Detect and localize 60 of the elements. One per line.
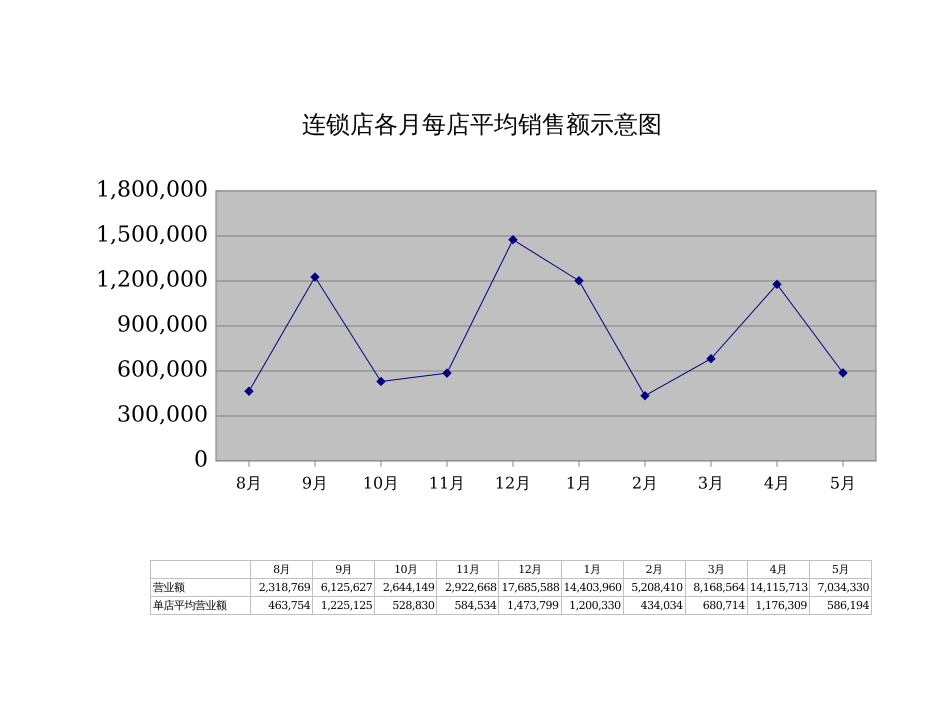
text: 营业额 — [150, 578, 251, 596]
y-tick-label: 1,800,000 — [96, 178, 208, 203]
text: 434,034 — [623, 596, 686, 614]
text: 5,208,410 — [623, 578, 686, 596]
x-tick-label: 1月 — [566, 474, 592, 493]
text: 1,473,799 — [498, 596, 562, 614]
point — [640, 391, 650, 400]
y-tick-label: 1,200,000 — [96, 268, 208, 293]
text: 584,534 — [436, 596, 499, 614]
y-tick-label: 1,500,000 — [96, 222, 208, 248]
text: 528,830 — [374, 596, 437, 614]
point — [706, 354, 716, 364]
category-label: 2月 — [646, 563, 663, 576]
point — [244, 386, 254, 396]
category-label: 3月 — [708, 563, 725, 576]
point — [508, 235, 518, 244]
category-label: 11月 — [456, 563, 480, 576]
y-tick-label: 0 — [194, 448, 208, 473]
y-tick-label: 600,000 — [116, 358, 208, 383]
x-tick-label: 2月 — [632, 474, 658, 493]
text: 2,922,668 — [436, 578, 499, 596]
category-label: 9月 — [335, 563, 352, 576]
point — [442, 368, 452, 378]
point — [310, 272, 320, 282]
text: 7,034,330 — [809, 578, 872, 596]
category-label: 4月 — [770, 563, 787, 576]
text: 1,200,330 — [561, 596, 624, 614]
point — [772, 280, 782, 289]
text: 680,714 — [685, 596, 748, 614]
text: 463,754 — [250, 596, 313, 614]
text: 17,685,588 — [498, 578, 562, 596]
x-tick-label: 10月 — [362, 474, 400, 493]
text: 1,225,125 — [312, 596, 375, 614]
x-tick-label: 9月 — [302, 474, 328, 493]
y-tick-label: 300,000 — [116, 402, 208, 428]
text: 2,644,149 — [374, 578, 437, 596]
x-tick-label: 11月 — [428, 474, 466, 493]
text: 14,403,960 — [561, 578, 624, 596]
x-tick-label: 12月 — [494, 474, 532, 493]
text: 6,125,627 — [312, 578, 375, 596]
x-tick-label: 4月 — [764, 474, 790, 493]
text: 1,176,309 — [747, 596, 810, 614]
text: 8,168,564 — [685, 578, 748, 596]
chart-title: 连锁店各月每店平均销售额示意图 — [302, 110, 662, 139]
x-tick-label: 5月 — [830, 474, 856, 493]
category-label: 12月 — [518, 563, 542, 576]
point — [376, 376, 386, 386]
x-tick-label: 8月 — [236, 474, 262, 493]
x-tick-label: 3月 — [698, 474, 724, 493]
point — [574, 276, 584, 286]
category-label: 1月 — [584, 563, 601, 576]
category-label: 8月 — [273, 563, 290, 576]
text: 14,115,713 — [747, 578, 810, 596]
point — [838, 368, 848, 378]
text: 586,194 — [809, 596, 872, 614]
text: 单店平均营业额 — [150, 596, 251, 614]
category-label: 5月 — [832, 563, 849, 576]
y-tick-label: 900,000 — [116, 312, 208, 338]
category-label: 10月 — [394, 563, 418, 576]
text: 2,318,769 — [250, 578, 313, 596]
